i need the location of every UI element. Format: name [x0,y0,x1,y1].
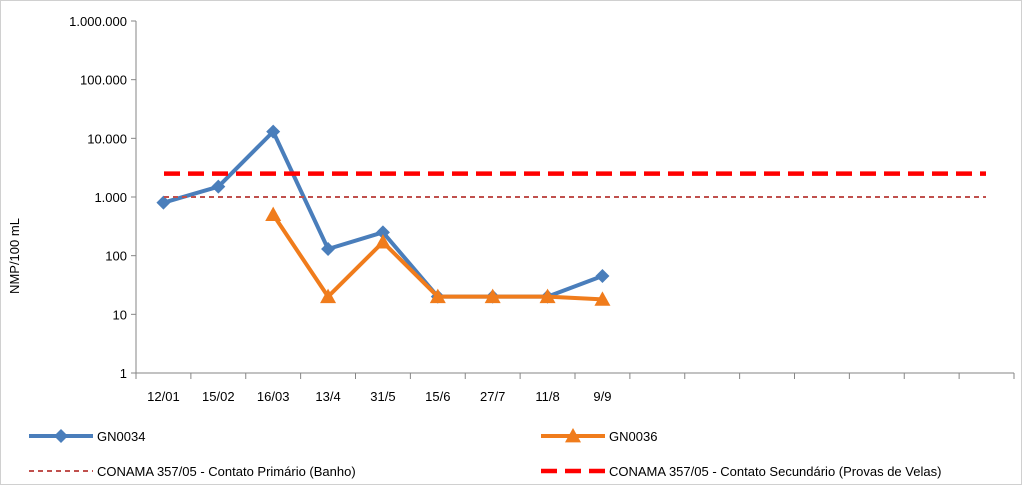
y-tick-label: 100.000 [80,73,127,88]
data-point-0-8 [595,269,610,284]
y-tick-label: 10.000 [87,131,127,146]
data-point-0-4 [375,225,390,240]
x-tick-label: 9/9 [593,389,611,404]
x-tick-label: 13/4 [315,389,340,404]
series-line-1 [271,213,603,302]
y-tick-label: 1 [120,366,127,381]
legend-label-2: CONAMA 357/05 - Contato Primário (Banho) [97,464,356,479]
x-tick-label: 12/01 [147,389,180,404]
data-point-1-2 [374,234,391,249]
legend-label-0: GN0034 [97,429,145,444]
y-tick-label: 10 [113,307,127,322]
y-tick-label: 1.000 [94,190,127,205]
y-tick-label: 1.000.000 [69,14,127,29]
x-tick-label: 15/6 [425,389,450,404]
legend-marker-0 [54,429,68,443]
data-point-1-1 [320,288,337,304]
y-tick-label: 100 [105,249,127,264]
y-axis-label: NMP/100 mL [7,218,22,294]
x-tick-label: 15/02 [202,389,235,404]
x-tick-label: 31/5 [370,389,395,404]
data-point-1-3 [429,288,446,304]
legend-marker-1 [565,428,581,443]
legend-label-1: GN0036 [609,429,657,444]
data-point-0-3 [321,241,336,256]
x-tick-label: 16/03 [257,389,290,404]
x-tick-label: 11/8 [535,389,559,404]
data-point-1-0 [265,206,282,222]
data-point-0-1 [211,179,226,194]
data-point-0-0 [156,195,171,210]
x-tick-label: 27/7 [480,389,505,404]
legend-label-3: CONAMA 357/05 - Contato Secundário (Prov… [609,464,941,479]
data-point-1-4 [484,288,501,304]
data-point-1-6 [594,291,611,306]
series-line-0 [162,129,604,299]
data-point-1-5 [539,288,556,304]
